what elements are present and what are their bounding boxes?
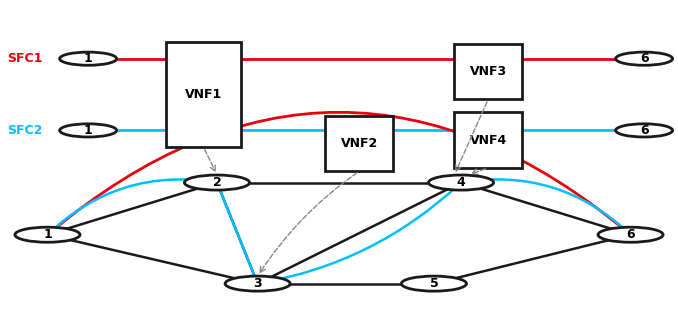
Text: VNF1: VNF1 bbox=[185, 88, 222, 101]
Text: 1: 1 bbox=[43, 228, 52, 241]
Text: SFC1: SFC1 bbox=[7, 52, 42, 65]
Text: VNF4: VNF4 bbox=[470, 134, 506, 147]
Ellipse shape bbox=[616, 52, 673, 65]
FancyArrowPatch shape bbox=[464, 179, 629, 233]
Bar bbox=[325, 116, 393, 171]
Text: 3: 3 bbox=[254, 277, 262, 290]
Bar bbox=[454, 44, 522, 99]
FancyArrowPatch shape bbox=[260, 185, 459, 283]
FancyArrowPatch shape bbox=[49, 179, 214, 233]
Text: VNF3: VNF3 bbox=[470, 65, 506, 78]
Ellipse shape bbox=[60, 52, 117, 65]
Bar bbox=[166, 42, 241, 147]
Text: 5: 5 bbox=[430, 277, 438, 290]
Text: 4: 4 bbox=[457, 176, 465, 189]
Text: 6: 6 bbox=[640, 52, 648, 65]
Ellipse shape bbox=[598, 227, 663, 242]
Ellipse shape bbox=[401, 276, 466, 291]
Ellipse shape bbox=[428, 175, 494, 190]
Bar bbox=[454, 112, 522, 168]
Ellipse shape bbox=[616, 124, 673, 137]
Text: 6: 6 bbox=[640, 124, 648, 137]
Text: 2: 2 bbox=[213, 176, 221, 189]
Ellipse shape bbox=[225, 276, 290, 291]
Ellipse shape bbox=[184, 175, 250, 190]
Text: SFC2: SFC2 bbox=[7, 124, 42, 137]
FancyArrowPatch shape bbox=[49, 112, 629, 233]
Ellipse shape bbox=[15, 227, 80, 242]
Text: VNF2: VNF2 bbox=[341, 137, 378, 150]
Text: 6: 6 bbox=[626, 228, 635, 241]
Text: 1: 1 bbox=[84, 52, 92, 65]
Text: 1: 1 bbox=[84, 124, 92, 137]
Ellipse shape bbox=[60, 124, 117, 137]
